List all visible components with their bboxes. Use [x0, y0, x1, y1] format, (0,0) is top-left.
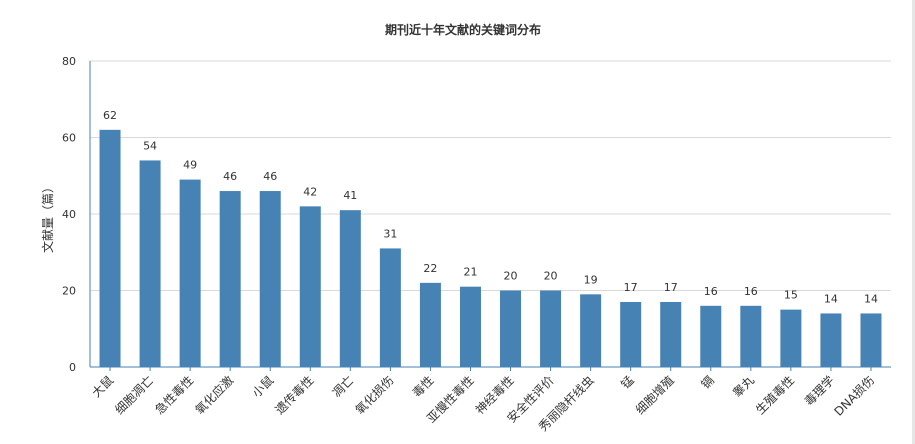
- data-label: 54: [143, 139, 157, 152]
- data-label: 20: [504, 270, 518, 283]
- bar: [820, 313, 842, 367]
- data-label: 42: [303, 185, 317, 198]
- y-tick-label: 0: [69, 361, 76, 374]
- bar: [299, 206, 321, 367]
- bar: [179, 179, 201, 367]
- bar: [860, 313, 882, 367]
- data-label: 49: [183, 159, 197, 172]
- x-tick-label: 氧化损伤: [353, 373, 397, 417]
- data-label: 15: [784, 289, 798, 302]
- bar: [660, 301, 682, 367]
- data-label: 22: [423, 262, 437, 275]
- y-tick-label: 60: [62, 132, 76, 145]
- bar: [379, 248, 401, 367]
- data-label: 17: [664, 281, 678, 294]
- x-tick-label: 凋亡: [330, 373, 357, 400]
- bar: [219, 191, 241, 367]
- x-tick-label: 镉: [699, 373, 717, 391]
- x-tick-label: 细胞增殖: [632, 373, 677, 418]
- bar: [540, 290, 562, 367]
- bar: [139, 160, 161, 367]
- window-edge: [912, 0, 915, 444]
- x-tick-label: 大鼠: [89, 373, 116, 400]
- bar: [700, 305, 722, 367]
- x-tick-label: 睾丸: [729, 373, 757, 401]
- bar: [419, 282, 441, 367]
- bar: [339, 210, 361, 367]
- data-label: 17: [624, 281, 638, 294]
- bar: [99, 129, 121, 367]
- y-tick-label: 40: [62, 208, 76, 221]
- chart-title: 期刊近十年文献的关键词分布: [385, 22, 541, 37]
- bar: [780, 309, 802, 367]
- data-label: 21: [463, 266, 477, 279]
- data-label: 46: [263, 170, 277, 183]
- data-label: 16: [704, 285, 718, 298]
- data-label: 62: [103, 109, 117, 122]
- x-tick-label: 遗传毒性: [272, 373, 317, 418]
- x-tick-label: 毒理学: [801, 373, 837, 409]
- y-tick-labels: 0 20 40 60 80: [62, 55, 76, 374]
- x-tick-label: 细胞凋亡: [112, 373, 156, 417]
- data-label: 14: [864, 292, 878, 305]
- bar: [740, 305, 762, 367]
- bar: [580, 294, 602, 367]
- data-label: 14: [824, 292, 838, 305]
- y-axis-label: 文献量（篇）: [40, 181, 55, 253]
- data-label: 41: [343, 189, 357, 202]
- x-tick-label: DNA损伤: [832, 373, 878, 419]
- x-tick-label: 氧化应激: [192, 373, 237, 418]
- x-tick-label: 小鼠: [249, 373, 276, 400]
- bar: [259, 191, 281, 367]
- bar: [500, 290, 522, 367]
- grid-lines: [90, 60, 891, 291]
- data-label: 19: [584, 273, 598, 286]
- data-label: 46: [223, 170, 237, 183]
- data-label: 31: [383, 227, 397, 240]
- x-tick-label: 毒性: [410, 373, 437, 400]
- y-tick-label: 80: [62, 55, 76, 68]
- data-label: 16: [744, 285, 758, 298]
- x-tick-label: 锰: [618, 373, 637, 392]
- x-tick-label: 生殖毒性: [752, 373, 797, 418]
- bar: [459, 286, 481, 367]
- data-label: 20: [544, 270, 558, 283]
- y-tick-label: 20: [62, 285, 76, 298]
- data-labels: 62 54 49 46 46 42 41 31 22 21 20 20 19 17 17 16 16 15 14 14: [103, 109, 878, 306]
- x-tick-label: 急性毒性: [152, 373, 197, 418]
- bar: [620, 301, 642, 367]
- bars: [99, 129, 882, 367]
